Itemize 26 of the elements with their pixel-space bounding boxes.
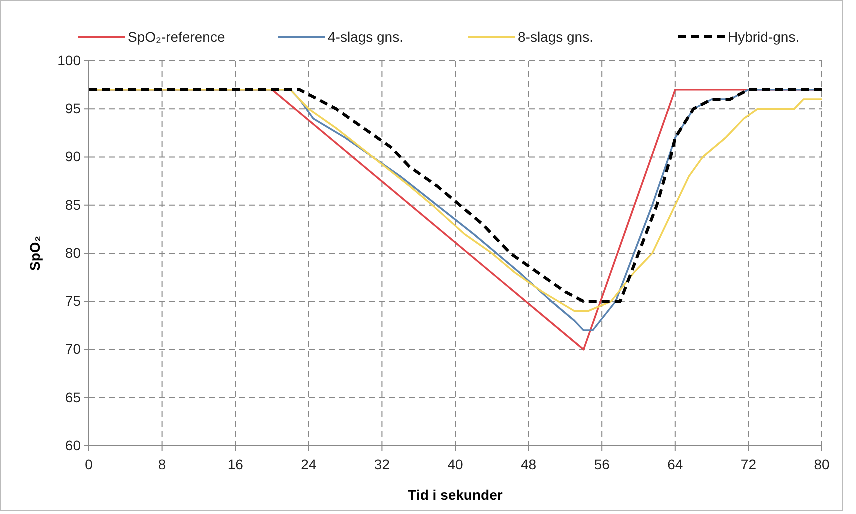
x-tick-label: 40 xyxy=(448,456,464,472)
y-tick-label: 60 xyxy=(65,437,82,454)
x-tick-label: 80 xyxy=(814,456,830,472)
legend-label: 4-slags gns. xyxy=(328,29,404,45)
x-tick-label: 16 xyxy=(228,456,244,472)
y-tick-label: 95 xyxy=(65,100,82,117)
x-tick-label: 56 xyxy=(594,456,610,472)
y-tick-label: 100 xyxy=(58,52,82,68)
y-tick-label: 80 xyxy=(65,244,82,261)
y-tick-label: 70 xyxy=(65,341,82,358)
x-tick-label: 72 xyxy=(740,456,757,472)
legend-label: SpO₂-reference xyxy=(128,29,226,45)
y-tick-label: 85 xyxy=(65,196,82,213)
y-tick-label: 75 xyxy=(65,293,82,310)
legend-label: Hybrid-gns. xyxy=(728,29,800,45)
legend-label: 8-slags gns. xyxy=(518,29,594,45)
x-axis-title: Tid i sekunder xyxy=(408,487,504,503)
x-tick-label: 32 xyxy=(374,456,390,472)
x-tick-label: 24 xyxy=(301,456,317,472)
y-tick-label: 90 xyxy=(65,148,82,165)
x-tick-label: 8 xyxy=(158,456,166,472)
x-tick-label: 48 xyxy=(521,456,537,472)
x-tick-label: 0 xyxy=(85,456,94,472)
y-tick-label: 65 xyxy=(65,389,82,406)
x-tick-label: 64 xyxy=(668,456,684,472)
y-axis-title: SpO₂ xyxy=(27,236,43,271)
